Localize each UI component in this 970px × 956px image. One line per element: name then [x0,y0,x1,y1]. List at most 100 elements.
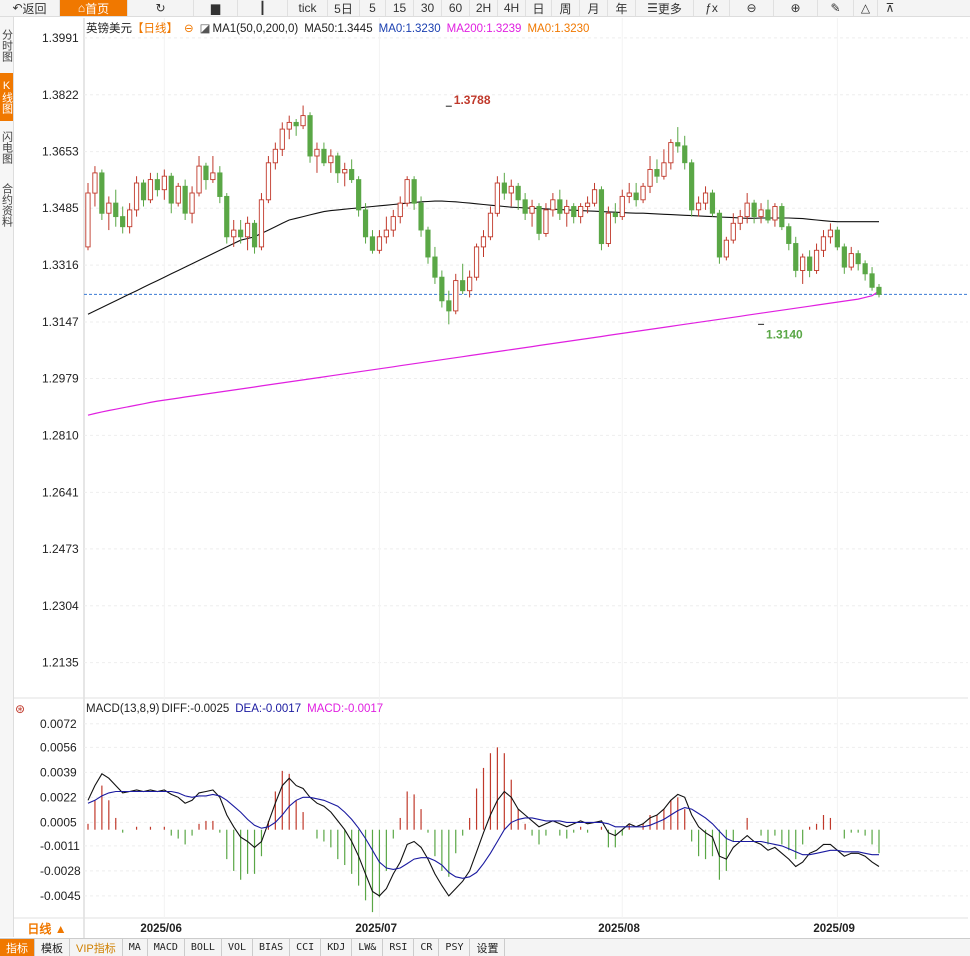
tab-settings[interactable]: 设置 [470,939,506,956]
candle [425,226,431,264]
back-button[interactable]: ↶ 返回 [0,0,60,16]
zoom-out-icon: ⊖ [746,1,757,15]
period-30[interactable]: 30 [414,0,442,16]
chart-type-button[interactable]: ▆ [194,0,238,16]
period-60[interactable]: 60 [442,0,470,16]
tab-rsi[interactable]: RSI [383,939,415,956]
sidebar-tab-contract[interactable]: 合约资料 [0,183,13,227]
refresh-button[interactable]: ↻ [128,0,194,16]
sidebar-tab-kline[interactable]: K线图 [0,73,13,121]
top-toolbar: ↶ 返回 ⌂ 首页 ↻ ▆ ┃ tick 5日 5 15 30 60 2H 4H 日… [0,0,970,17]
zoom-in-button[interactable]: ⊕ [774,0,818,16]
candle-body [578,206,584,218]
more-button[interactable]: ☰ 更多 [636,0,694,16]
period-year[interactable]: 年 [608,0,636,16]
candle [265,156,272,204]
tab-vol[interactable]: VOL [222,939,254,956]
tab-cr[interactable]: CR [414,939,440,956]
tab-kdj[interactable]: KDJ [321,939,353,956]
candle-body [210,172,216,181]
candle-body [557,199,563,214]
candle-body [543,209,549,234]
candle-body [758,209,764,218]
candle [342,162,348,187]
period-day[interactable]: 日 [526,0,552,16]
candle [529,199,535,227]
x-tick-label: 2025/09 [813,923,855,935]
candle-body [709,192,716,214]
tab-bias[interactable]: BIAS [253,939,291,956]
settings-icon[interactable]: ⊖ [184,23,194,35]
tab-templates[interactable]: 模板 [35,939,70,956]
period-week[interactable]: 周 [552,0,580,16]
period-label: 5日 [334,1,353,16]
main-legend: 英镑美元【日线】 ⊖ ◪ MA1(50,0,200,0) MA50:1.3445 MA0:… [86,20,595,36]
candle [300,105,306,130]
candle [189,186,195,224]
candle-body [307,115,313,157]
tab-vip-indicators[interactable]: VIP指标 [70,939,123,956]
diff-value: DIFF:-0.0025 [161,703,230,715]
tab-lw[interactable]: LW& [352,939,384,956]
candle-body [744,202,750,218]
tab-macd[interactable]: MACD [148,939,185,956]
period-4h[interactable]: 4H [498,0,526,16]
tab-cci[interactable]: CCI [290,939,322,956]
candle-body [723,239,729,258]
period-tick[interactable]: tick [288,0,328,16]
pencil-icon: ✎ [830,1,841,15]
tab-psy[interactable]: PSY [439,939,471,956]
tab-indicators[interactable]: 指标 [0,939,35,956]
candle [217,166,223,204]
indicator-icon: ◪ [199,23,211,35]
candle-body [133,182,140,211]
draw-button[interactable]: ✎ [818,0,854,16]
collapse-button[interactable]: ⊼ [878,0,902,16]
period-15[interactable]: 15 [386,0,414,16]
y-tick-label: 1.2979 [42,372,79,386]
candle-body [827,229,834,238]
period-month[interactable]: 月 [580,0,608,16]
macd-settings-icon[interactable]: ⊛ [15,702,26,716]
candle [876,283,882,298]
x-tick-label: 2025/08 [598,923,640,935]
candle-body [147,179,154,201]
candle [133,176,140,217]
candle-body [716,212,723,258]
candle [418,196,424,237]
period-5day[interactable]: 5日 [328,0,360,16]
formula-button[interactable]: ƒx [694,0,730,16]
candle-body [411,179,417,204]
sidebar-tab-flash[interactable]: 闪电图 [0,130,13,164]
candle [113,189,119,227]
shape-button[interactable]: △ [854,0,878,16]
candle-body [279,128,285,150]
candle [480,230,487,258]
period-2h[interactable]: 2H [470,0,498,16]
candle [855,250,861,271]
candle [848,246,854,271]
candle [356,176,362,217]
candle [99,169,105,220]
y-tick-label: 1.3991 [42,31,79,45]
candle [307,112,313,163]
candle-body [501,182,507,194]
zoom-out-button[interactable]: ⊖ [730,0,774,16]
candle [432,246,438,284]
candle [446,290,452,325]
tab-boll[interactable]: BOLL [185,939,222,956]
sidebar-tab-timeshare[interactable]: 分时图 [0,28,13,62]
candle [293,118,299,136]
macd-diff-line [87,773,880,897]
ma200-line [87,290,880,416]
period-selector[interactable]: 日线 ▲ [14,920,80,937]
period-label: 周 [559,1,572,16]
tab-ma[interactable]: MA [123,939,148,956]
period-5[interactable]: 5 [360,0,386,16]
bar-chart-icon: ▆ [210,1,221,15]
candle [161,169,167,200]
home-button[interactable]: ⌂ 首页 [60,0,128,16]
home-icon: ⌂ [77,1,86,15]
candle-type-button[interactable]: ┃ [238,0,288,16]
